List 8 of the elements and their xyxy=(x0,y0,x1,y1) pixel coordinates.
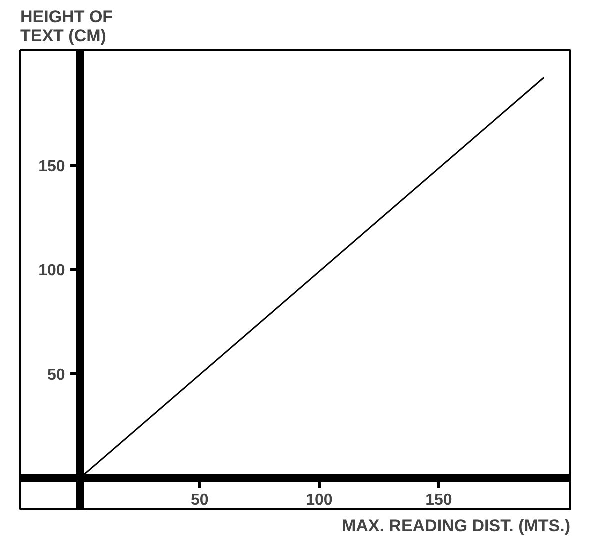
x-tick-label: 50 xyxy=(190,492,209,510)
y-tick-label: 50 xyxy=(47,366,66,384)
x-axis-title: MAX. READING DIST. (MTS.) xyxy=(342,516,571,536)
y-tick-label: 150 xyxy=(38,158,66,176)
x-tick-label: 150 xyxy=(426,492,452,510)
y-axis-title: HEIGHT OF TEXT (CM) xyxy=(20,8,114,46)
x-tick-label: 100 xyxy=(306,492,333,510)
y-tick-label: 100 xyxy=(38,262,66,280)
